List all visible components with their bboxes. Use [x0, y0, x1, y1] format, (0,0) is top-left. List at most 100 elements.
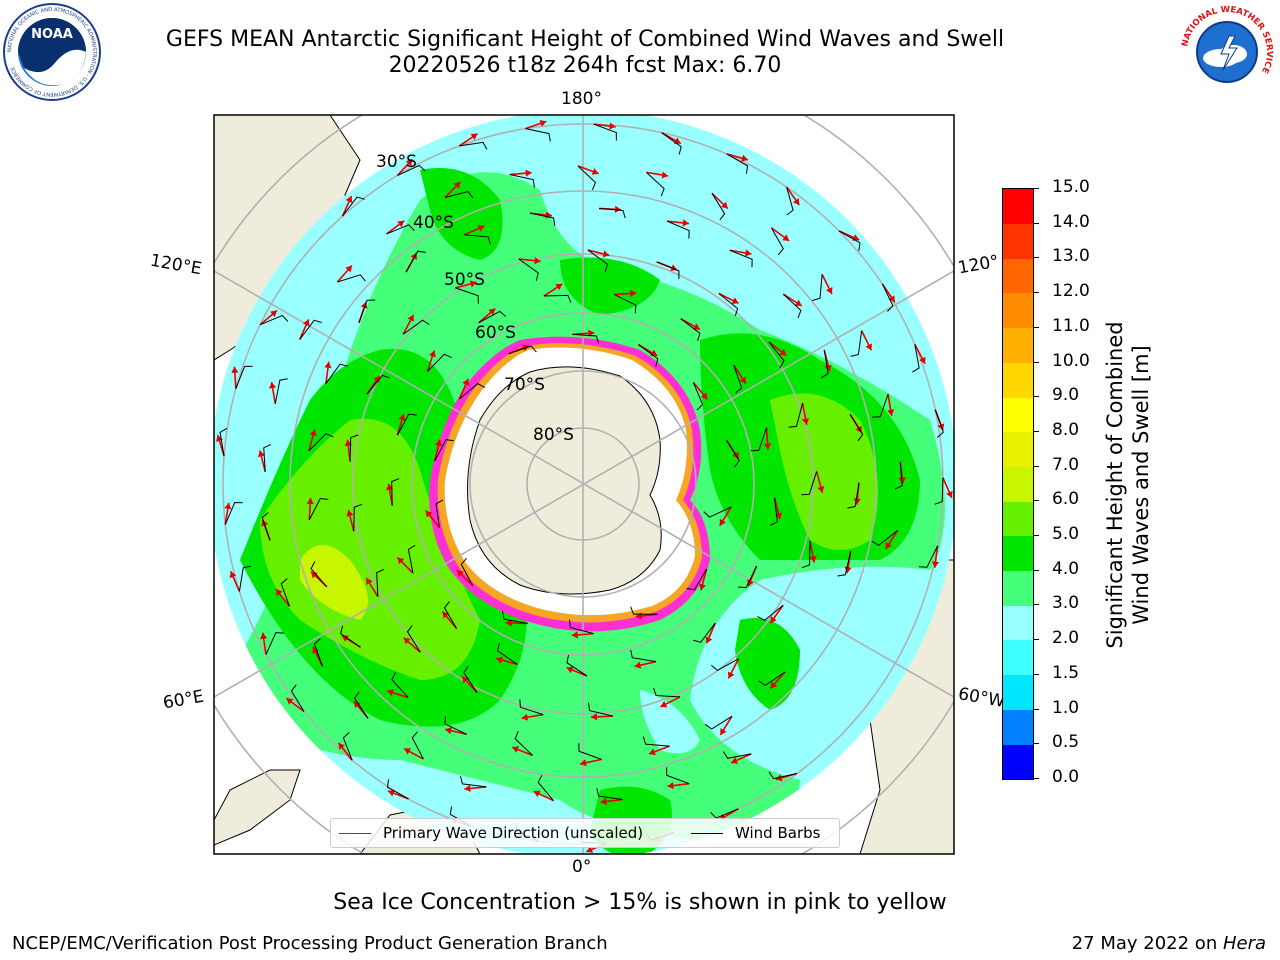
wave-direction-arrowhead [865, 343, 872, 351]
wind-barb [686, 568, 708, 591]
wind-barb [666, 220, 690, 239]
wave-direction-arrowhead [533, 790, 541, 798]
wave-direction-arrowhead [779, 349, 787, 356]
wind-barb [310, 561, 328, 588]
colorbar-segment [1003, 362, 1033, 398]
wave-direction-arrowhead [345, 196, 353, 203]
noaa-logo: NATIONAL OCEANIC AND ATMOSPHERIC ADMINIS… [3, 3, 101, 101]
wind-barb [838, 230, 861, 251]
sea-ice-footnote: Sea Ice Concentration > 15% is shown in … [333, 890, 947, 915]
wind-barb [509, 174, 535, 188]
colorbar-segment [1003, 605, 1033, 641]
wind-barb [566, 654, 588, 677]
colorbar-segment [1003, 327, 1033, 363]
wind-barb [391, 478, 400, 506]
wind-barb [614, 294, 637, 314]
wind-barb [881, 283, 894, 312]
wave-direction-arrowhead [600, 797, 607, 806]
wave-direction-arrowhead [470, 133, 478, 141]
wave-direction-arrowhead [445, 727, 452, 735]
wind-barb [801, 540, 811, 569]
wave-direction-arrowhead [720, 728, 727, 736]
wave-direction-arrowhead [885, 541, 892, 549]
wave-direction-arrowhead [407, 314, 414, 322]
colorbar-tick-mark [1033, 639, 1039, 641]
colorbar-tick-mark [1033, 604, 1039, 606]
wave-direction-arrowhead [462, 378, 470, 386]
wind-barb [821, 349, 829, 379]
wind-barb [738, 565, 758, 589]
wind-barb [518, 258, 539, 281]
wave-direction-arrowhead [286, 698, 294, 705]
wave-direction-arrowhead [580, 759, 587, 767]
wave-direction-arrowhead [817, 485, 825, 493]
wind-barb [386, 779, 409, 800]
wind-barb [572, 333, 600, 344]
wave-direction-arrowhead [269, 382, 277, 389]
wave-direction-arrowhead [887, 409, 895, 416]
wind-barb [386, 224, 415, 235]
wind-barb [219, 427, 228, 457]
wind-barb [455, 287, 479, 304]
wind-barb [463, 665, 478, 693]
wind-barb [402, 319, 430, 335]
wind-barb [274, 378, 288, 404]
wave-direction-arrowhead [453, 181, 461, 189]
colorbar-segment [1003, 397, 1033, 433]
colorbar-label-line1: Significant Height of Combined [1103, 321, 1127, 649]
wind-barb [235, 365, 253, 389]
wind-barb [593, 123, 617, 141]
wind-barb [443, 601, 458, 629]
wind-barb [801, 471, 818, 496]
wave-direction-arrowhead [345, 265, 352, 273]
colorbar-tick-mark [1033, 326, 1039, 328]
wave-direction-arrowhead [387, 689, 394, 697]
colorbar [1002, 188, 1034, 780]
wave-direction-arrowhead [338, 742, 346, 750]
wind-barb [406, 625, 421, 653]
wave-direction-arrowhead [853, 498, 861, 505]
wave-direction-arrowhead [496, 656, 503, 664]
colorbar-segment [1003, 674, 1033, 710]
wave-direction-arrowhead [224, 502, 232, 510]
wind-barb [459, 141, 488, 150]
wind-barb [703, 506, 732, 518]
wind-barb [514, 731, 533, 756]
wind-barb [537, 775, 554, 801]
wind-barb [729, 249, 753, 268]
wind-barb [358, 299, 376, 323]
wave-direction-arrowhead [410, 252, 417, 260]
wave-direction-arrowhead [648, 748, 656, 756]
wind-barb [376, 568, 385, 597]
wave-direction-arrowhead [539, 119, 547, 127]
wave-direction-arrowhead [634, 661, 642, 669]
wind-barb [782, 293, 802, 319]
wave-direction-arrowhead [660, 700, 668, 708]
wind-barb [770, 497, 778, 526]
colorbar-tick-mark [1033, 778, 1039, 779]
wave-direction-arrowhead [477, 225, 485, 232]
colorbar-segment [1003, 431, 1033, 467]
wave-direction-arrowhead [744, 249, 752, 257]
map-frame [213, 114, 955, 855]
wind-barb [405, 250, 426, 273]
wind-barb [407, 544, 416, 574]
wind-barb [718, 293, 739, 317]
wind-barb [568, 619, 594, 635]
colorbar-tick-label: 15.0 [1052, 177, 1090, 197]
wind-barb [427, 353, 452, 372]
colorbar-segment [1003, 258, 1033, 294]
wind-barb [280, 578, 290, 607]
colorbar-tick-label: 10.0 [1052, 350, 1090, 371]
wind-barb [325, 363, 348, 384]
wave-direction-arrowhead [692, 323, 700, 330]
wave-direction-arrowhead [505, 619, 512, 627]
wind-barb [353, 691, 369, 719]
colorbar-tick-label: 7.0 [1052, 454, 1080, 475]
wave-direction-arrowhead [825, 287, 833, 295]
legend-item-wind-barbs: Wind Barbs [691, 824, 820, 842]
wave-direction-arrowhead [614, 205, 622, 213]
colorbar-tick-label: 5.0 [1052, 524, 1080, 545]
wave-direction-arrowhead [257, 450, 265, 458]
wind-barb [642, 736, 670, 747]
